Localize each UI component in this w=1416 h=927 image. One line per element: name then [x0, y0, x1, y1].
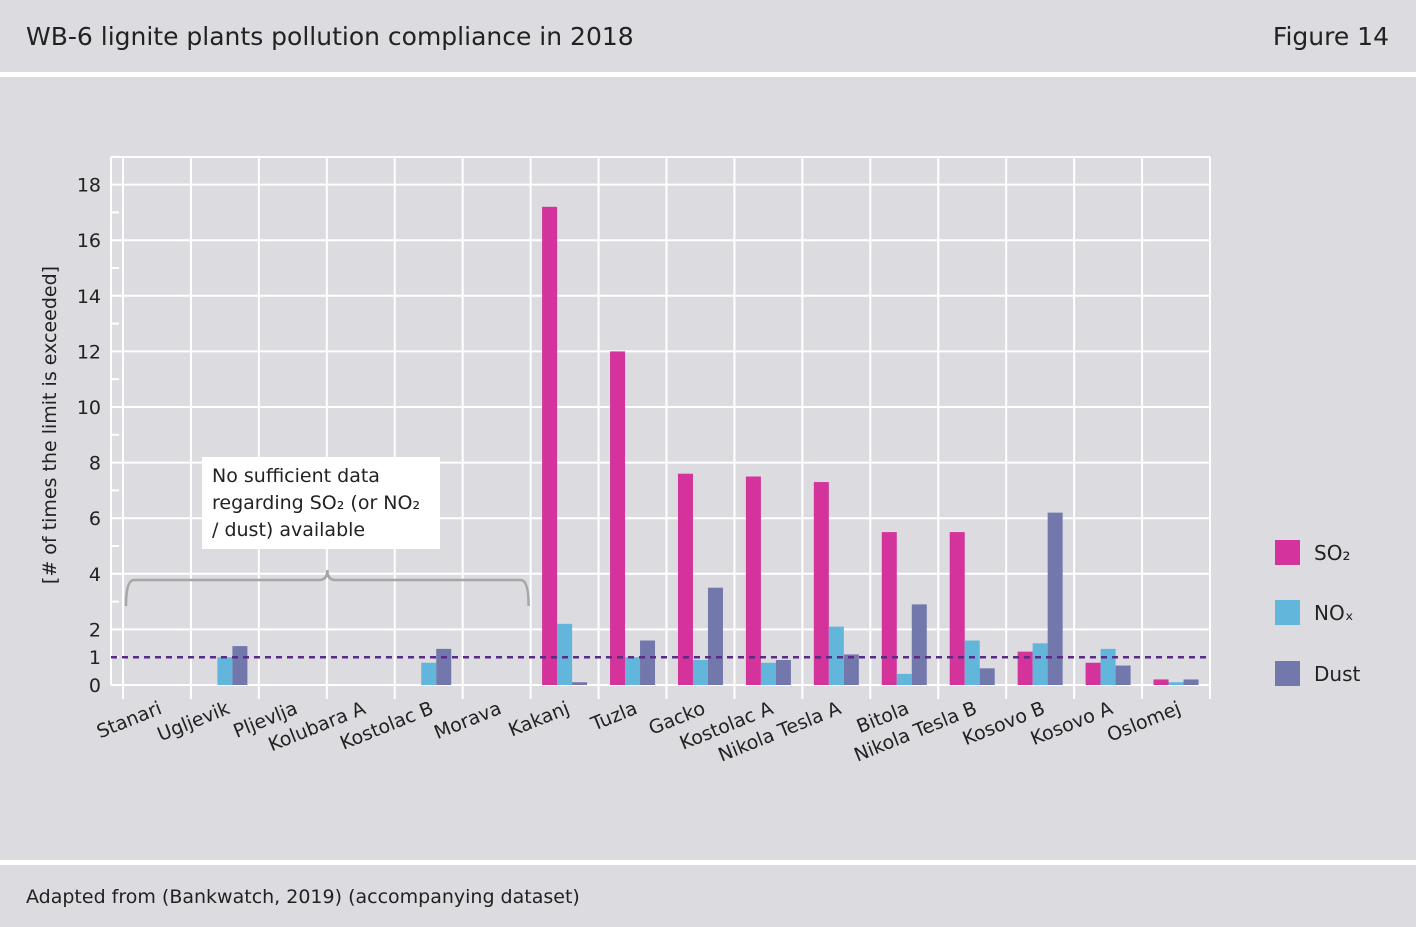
- nox-bar: [964, 640, 980, 685]
- x-tick-label: Kakanj: [505, 697, 572, 741]
- dust-bar: [911, 604, 927, 685]
- y-tick-label: 8: [89, 453, 101, 475]
- figure-number: Figure 14: [1272, 22, 1389, 51]
- dust-bar: [1183, 679, 1199, 685]
- no-data-annotation: No sufficient data regarding SO₂ (or NO₂…: [202, 457, 440, 549]
- dust-bar: [1115, 665, 1131, 685]
- so2-bar: [542, 206, 558, 685]
- legend-swatch-dust: [1275, 661, 1300, 686]
- so2-bar: [1085, 662, 1101, 685]
- so2-bar: [949, 532, 965, 685]
- dust-bar: [775, 659, 791, 685]
- nox-bar: [760, 662, 776, 685]
- nox-bar: [557, 623, 573, 685]
- legend-item-dust: Dust: [1275, 661, 1405, 687]
- nox-bar: [692, 659, 708, 685]
- y-tick-label: 4: [89, 564, 101, 586]
- header-divider: [0, 72, 1416, 77]
- nox-bar: [421, 662, 437, 685]
- legend-label-dust: Dust: [1314, 662, 1361, 686]
- y-tick-label: 1: [89, 647, 101, 669]
- nox-bar: [1168, 682, 1184, 685]
- dust-bar: [572, 682, 588, 685]
- x-tick-label: Oslomej: [1104, 697, 1184, 746]
- figure-header: WB-6 lignite plants pollution compliance…: [0, 0, 1416, 74]
- footer-divider: [0, 860, 1416, 865]
- no-data-bracket: [124, 569, 530, 607]
- nox-bar: [896, 673, 912, 685]
- so2-bar: [610, 351, 626, 685]
- legend-label-nox: NOₓ: [1314, 601, 1354, 625]
- y-tick-label: 18: [77, 175, 101, 197]
- so2-bar: [813, 482, 829, 685]
- y-axis-label: [# of times the limit is exceeded]: [39, 266, 61, 584]
- x-tick-label: Morava: [431, 697, 504, 744]
- dust-bar: [436, 648, 452, 685]
- legend-swatch-nox: [1275, 600, 1300, 625]
- dust-bar: [979, 668, 995, 685]
- dust-bar: [640, 640, 656, 685]
- chart-title: WB-6 lignite plants pollution compliance…: [26, 22, 634, 51]
- dust-bar: [843, 654, 859, 685]
- y-tick-label: 2: [89, 619, 101, 641]
- legend-swatch-so2: [1275, 540, 1300, 565]
- so2-bar: [745, 476, 761, 685]
- y-tick-label: 6: [89, 508, 101, 530]
- chart-grid: [110, 155, 1211, 699]
- source-note: Adapted from (Bankwatch, 2019) (accompan…: [26, 886, 580, 908]
- y-tick-label: 12: [77, 341, 101, 363]
- so2-bar: [1153, 679, 1169, 685]
- x-tick-label: Ugljevik: [154, 697, 232, 746]
- nox-bar: [1032, 643, 1048, 685]
- y-tick-label: 0: [89, 675, 101, 697]
- dust-bar: [232, 646, 248, 685]
- legend-label-so2: SO₂: [1314, 541, 1351, 565]
- nox-bar: [217, 657, 233, 685]
- y-tick-label: 16: [77, 230, 101, 252]
- y-tick-label: 10: [77, 397, 101, 419]
- so2-bar: [881, 532, 897, 685]
- y-tick-label: 14: [77, 286, 101, 308]
- nox-bar: [625, 657, 641, 685]
- legend-item-nox: NOₓ: [1275, 600, 1405, 626]
- x-tick-label: Tuzla: [587, 697, 640, 736]
- nox-bar: [828, 626, 844, 685]
- nox-bar: [1100, 648, 1116, 685]
- x-tick-label: Stanari: [94, 697, 165, 743]
- legend-item-so2: SO₂: [1275, 540, 1405, 566]
- so2-bar: [1017, 651, 1033, 685]
- dust-bar: [1047, 512, 1063, 685]
- so2-bar: [677, 473, 693, 685]
- dust-bar: [707, 587, 723, 685]
